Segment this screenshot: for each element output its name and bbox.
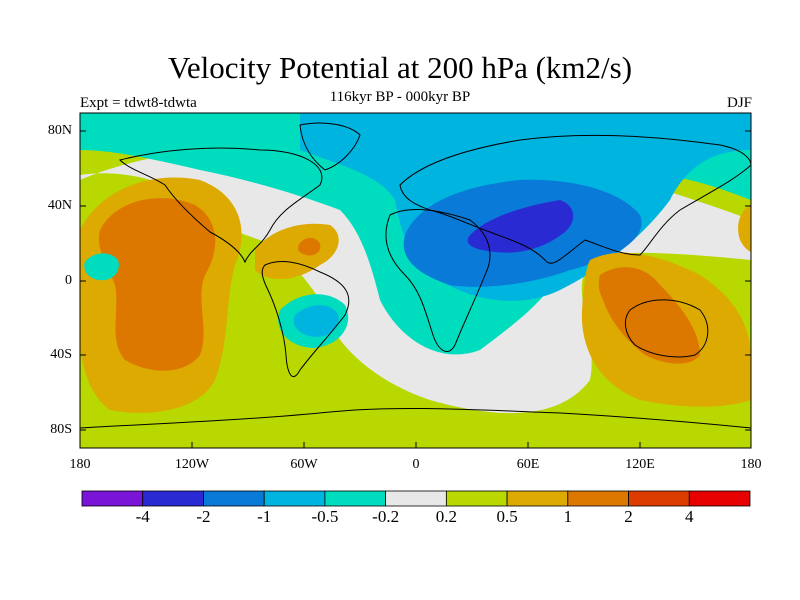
colorbar-swatch (567, 490, 629, 507)
coast-africa (385, 209, 491, 352)
light-positive-region-east (738, 205, 751, 252)
colorbar-label: -0.2 (372, 507, 400, 526)
colorbar-label: -1 (257, 507, 272, 526)
colorbar-swatch (142, 490, 204, 507)
colorbar-label: -0.5 (311, 507, 339, 526)
colorbar-swatch (506, 490, 569, 507)
lat-tick-0: 0 (65, 273, 72, 288)
colorbar-swatch (324, 490, 387, 507)
colorbar-label: -4 (135, 507, 150, 526)
coast-greenland (299, 122, 361, 171)
season-label: DJF (726, 95, 752, 111)
mid-positive-region-pacific (98, 198, 216, 371)
mid-positive-region-indopac (598, 267, 700, 364)
colorbar-swatch (688, 490, 751, 507)
lon-tick-180e: 180 (740, 457, 762, 472)
strong-negative-region (467, 200, 574, 253)
coast-south-america (261, 261, 350, 377)
colorbar-label: 4 (685, 507, 694, 526)
coast-australia (624, 299, 709, 358)
lat-tick-80n: 80N (47, 123, 72, 138)
colorbar-swatch (263, 490, 326, 507)
lat-tick-80s: 80S (50, 422, 72, 437)
lat-tick-40s: 40S (50, 347, 72, 362)
lat-tick-40n: 40N (47, 198, 72, 213)
colorbar-label: 0.5 (496, 507, 518, 526)
colorbar-label: 2 (624, 507, 633, 526)
colorbar-label: 1 (563, 507, 573, 526)
chart-subtitle: 116kyr BP - 000kyr BP (329, 89, 471, 105)
lon-tick-120e: 120E (625, 457, 655, 472)
weak-negative-patch-west (84, 253, 119, 281)
colorbar-swatch (203, 490, 265, 507)
axis-ticks (80, 130, 751, 448)
mid-positive-region-atlantic (298, 237, 321, 256)
light-negative-region-sa (293, 305, 339, 337)
colorbar-label: 0.2 (435, 507, 457, 526)
lon-tick-60w: 60W (290, 457, 318, 472)
coast-antarctica (80, 407, 751, 429)
lon-tick-120w: 120W (174, 457, 210, 472)
coast-north-america (119, 147, 323, 264)
coast-eurasia (399, 134, 751, 264)
colorbar-swatch (628, 490, 690, 507)
colorbar-swatch (445, 490, 508, 507)
colorbar (81, 490, 751, 507)
experiment-label: Expt = tdwt8-tdwta (80, 95, 197, 111)
colorbar-label: -2 (196, 507, 211, 526)
contour-field (80, 113, 751, 448)
light-positive-region-atlantic (255, 223, 339, 280)
coastlines (80, 122, 751, 429)
lon-tick-180w: 180 (69, 457, 91, 472)
colorbar-swatch (81, 490, 144, 507)
lon-tick-0: 0 (412, 457, 420, 472)
colorbar-swatch (385, 490, 447, 507)
chart-title: Velocity Potential at 200 hPa (km2/s) (167, 50, 633, 85)
lon-tick-60e: 60E (516, 457, 540, 472)
